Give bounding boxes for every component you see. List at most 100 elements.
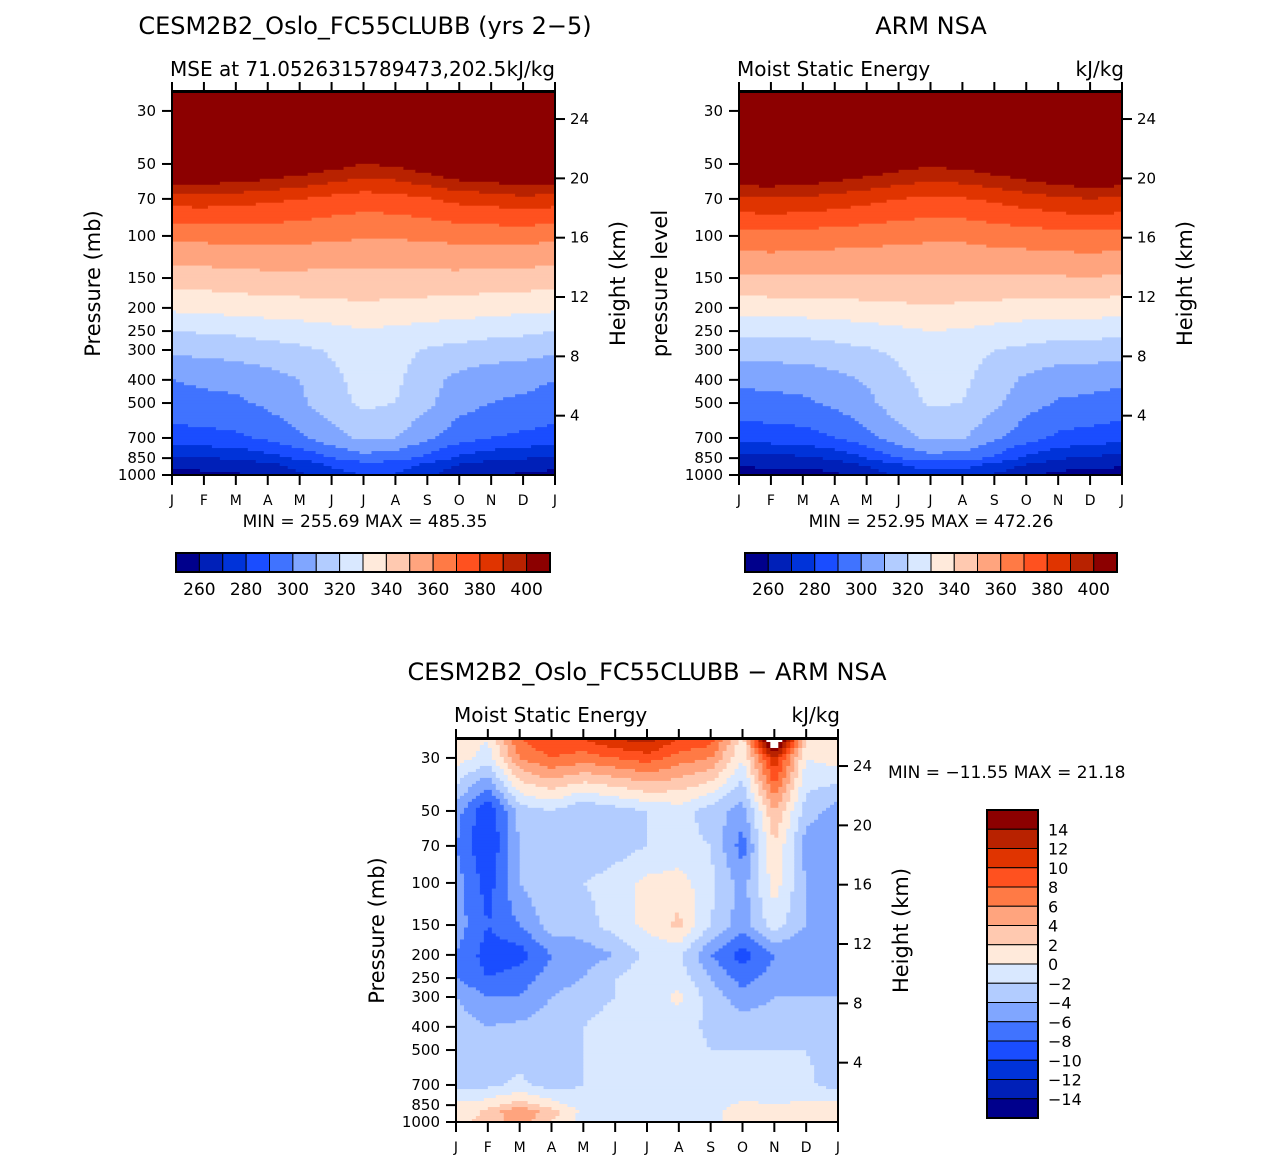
contour-cell: [491, 897, 509, 902]
contour-cell: [714, 864, 728, 869]
colorbar-swatch: [1046, 552, 1071, 573]
contour-cell: [962, 400, 1003, 404]
contour-cell: [870, 202, 1003, 207]
contour-cell: [479, 876, 497, 881]
contour-cell: [507, 753, 521, 758]
contour-cell: [718, 741, 732, 746]
contour-cell: [758, 792, 767, 797]
contour-cell: [271, 367, 341, 371]
contour-cell: [383, 325, 556, 329]
y-tick-label: 30: [421, 749, 440, 767]
colorbar-label: −4: [1048, 994, 1072, 1013]
contour-cell: [315, 439, 428, 443]
contour-cell: [503, 756, 513, 761]
contour-cell: [794, 855, 803, 860]
contour-cell: [926, 403, 952, 407]
contour-cell: [1094, 424, 1123, 428]
contour-cell: [982, 184, 1075, 189]
contour-cell: [798, 786, 819, 791]
y-axis-label: Pressure (mb): [365, 857, 389, 1004]
contour-cell: [898, 421, 983, 425]
colorbar-swatch: [986, 828, 1039, 849]
contour-cell: [850, 319, 1023, 323]
contour-cell: [738, 1008, 752, 1012]
contour-cell: [902, 463, 983, 467]
contour-cell: [739, 112, 1123, 117]
y-tick-label: 1000: [118, 466, 156, 484]
contour-cell: [858, 442, 896, 446]
colorbar-swatch: [986, 848, 1039, 869]
contour-cell: [495, 739, 505, 743]
contour-cell: [303, 388, 349, 392]
contour-cell: [503, 1113, 537, 1117]
contour-cell: [706, 927, 728, 932]
contour-cell: [527, 1107, 553, 1111]
contour-cell: [443, 385, 540, 389]
contour-cell: [456, 879, 465, 884]
contour-cell: [456, 834, 461, 839]
contour-cell: [1026, 463, 1123, 467]
contour-cell: [307, 196, 432, 201]
contour-cell: [307, 172, 432, 177]
contour-cell: [814, 1065, 839, 1069]
contour-cell: [694, 915, 712, 920]
contour-cell: [499, 361, 556, 365]
contour-cell: [818, 816, 839, 821]
contour-cell: [754, 741, 760, 746]
contour-cell: [635, 891, 696, 896]
colorbar-label: 10: [1048, 859, 1068, 878]
contour-cell: [547, 765, 557, 770]
contour-cell: [734, 750, 748, 755]
contour-cell: [172, 301, 556, 306]
contour-cell: [583, 882, 636, 887]
y-tick-label: 100: [411, 874, 440, 892]
y-tick-label: 300: [411, 988, 440, 1006]
contour-cell: [172, 175, 285, 180]
contour-cell: [726, 792, 748, 797]
contour-cell: [802, 771, 839, 776]
contour-cell: [623, 858, 712, 863]
contour-cell: [515, 819, 648, 824]
contour-cell: [495, 864, 509, 869]
contour-cell: [694, 813, 728, 818]
contour-cell: [674, 739, 716, 743]
contour-cell: [762, 421, 860, 425]
contour-cell: [456, 1017, 477, 1021]
contour-cell: [710, 975, 732, 979]
contour-cell: [172, 352, 329, 356]
y-right-tick-label: 24: [1137, 110, 1156, 128]
contour-cell: [519, 870, 604, 875]
contour-cell: [746, 789, 752, 794]
contour-cell: [722, 1113, 839, 1117]
y-right-tick-label: 4: [1137, 407, 1147, 425]
contour-cell: [782, 762, 791, 767]
contour-cell: [303, 391, 349, 395]
contour-cell: [742, 804, 752, 809]
contour-cell: [583, 1044, 708, 1048]
contour-cell: [798, 750, 803, 755]
contour-cell: [1018, 424, 1095, 428]
x-tick-label: J: [927, 493, 932, 509]
contour-cell: [591, 891, 636, 896]
contour-cell: [495, 885, 509, 890]
contour-cell: [739, 385, 868, 389]
y-right-tick-label: 20: [570, 169, 589, 187]
contour-cell: [539, 972, 588, 976]
contour-cell: [479, 948, 525, 953]
contour-cell: [798, 762, 807, 767]
contour-cell: [456, 927, 465, 932]
contour-cell: [722, 966, 767, 970]
contour-cell: [519, 993, 557, 997]
contour-cell: [172, 160, 556, 165]
contour-cell: [499, 801, 509, 806]
contour-cell: [698, 1023, 839, 1027]
contour-cell: [543, 750, 576, 755]
contour-cell: [456, 1086, 489, 1090]
contour-cell: [456, 843, 473, 848]
contour-cell: [739, 358, 896, 362]
contour-cell: [456, 798, 473, 803]
contour-cell: [739, 133, 1123, 138]
contour-cell: [766, 834, 775, 839]
contour-cell: [758, 876, 771, 881]
contour-cell: [172, 430, 237, 434]
